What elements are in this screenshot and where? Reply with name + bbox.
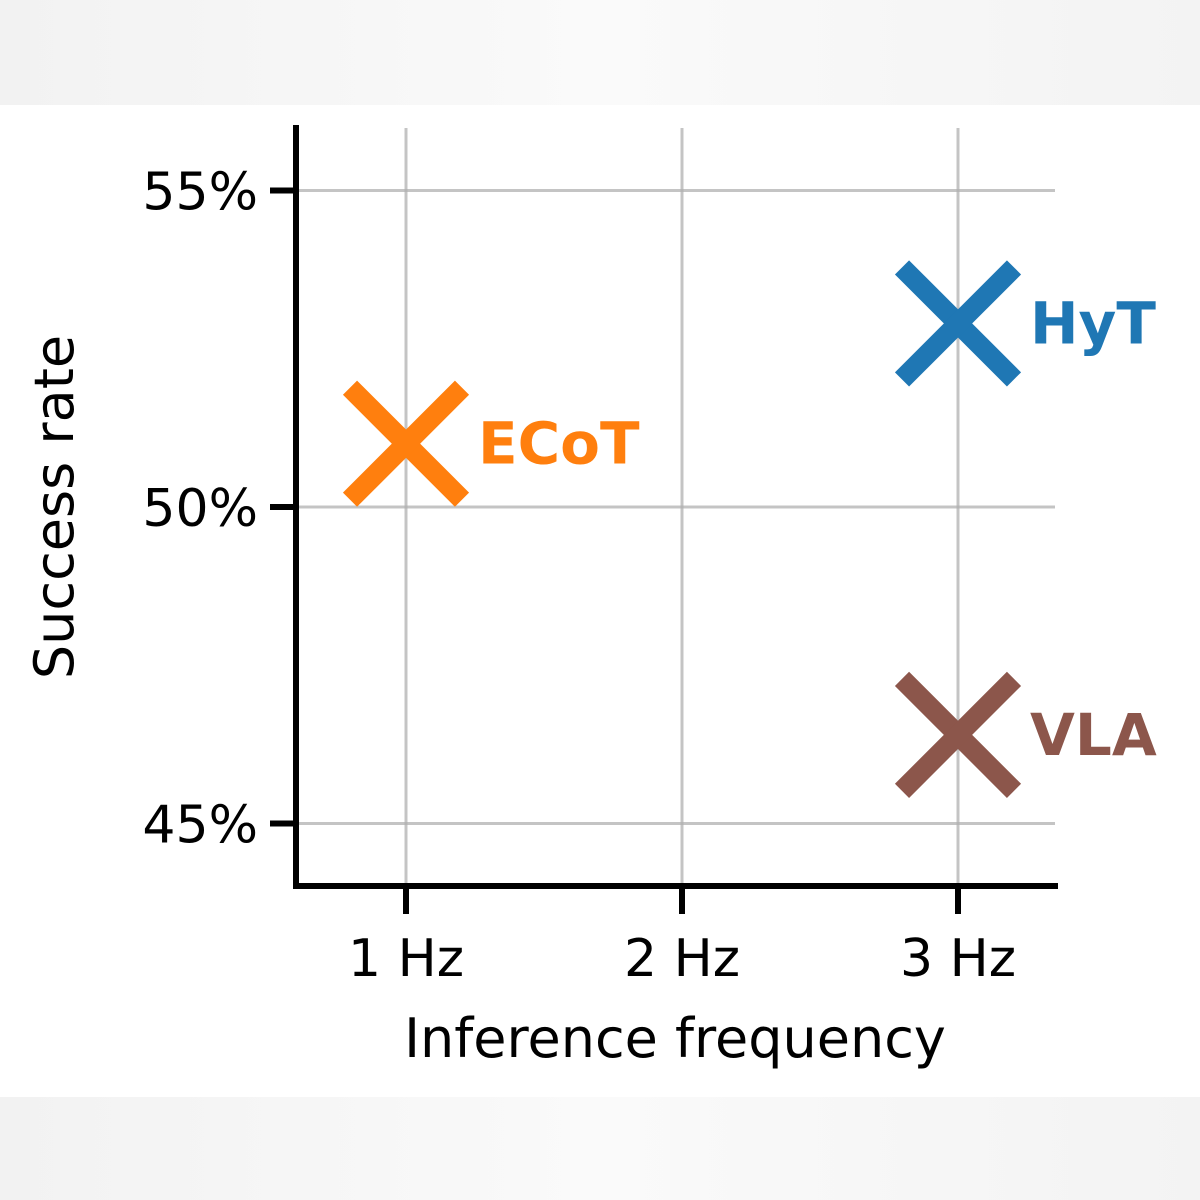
- y-tick-label: 55%: [142, 163, 258, 223]
- x-tick-label: 3 Hz: [900, 929, 1016, 989]
- point-ecot: ECoT: [342, 380, 640, 507]
- x-marker-stroke: [342, 380, 470, 507]
- x-marker-stroke: [894, 671, 1022, 798]
- data-points: ECoT HyT VLA: [342, 260, 1157, 798]
- bottom-margin-band: [0, 1097, 1200, 1200]
- tick-marks: [270, 187, 961, 914]
- tick-labels: 45% 50% 55% 1 Hz 2 Hz 3 Hz: [142, 163, 1016, 990]
- point-label: ECoT: [478, 410, 640, 478]
- x-axis-title: Inference frequency: [404, 1007, 946, 1070]
- x-marker-stroke: [894, 260, 1022, 387]
- point-hyt: HyT: [894, 260, 1156, 387]
- y-tick-label: 50%: [142, 479, 258, 539]
- grid-lines: [296, 128, 1055, 886]
- x-tick-label: 1 Hz: [348, 929, 464, 989]
- y-axis-title: Success rate: [23, 335, 86, 679]
- x-tick-label: 2 Hz: [624, 929, 740, 989]
- top-margin-band: [0, 0, 1200, 105]
- point-vla: VLA: [894, 671, 1157, 798]
- point-label: VLA: [1030, 701, 1157, 769]
- point-label: HyT: [1030, 289, 1156, 357]
- y-tick-label: 45%: [142, 796, 258, 856]
